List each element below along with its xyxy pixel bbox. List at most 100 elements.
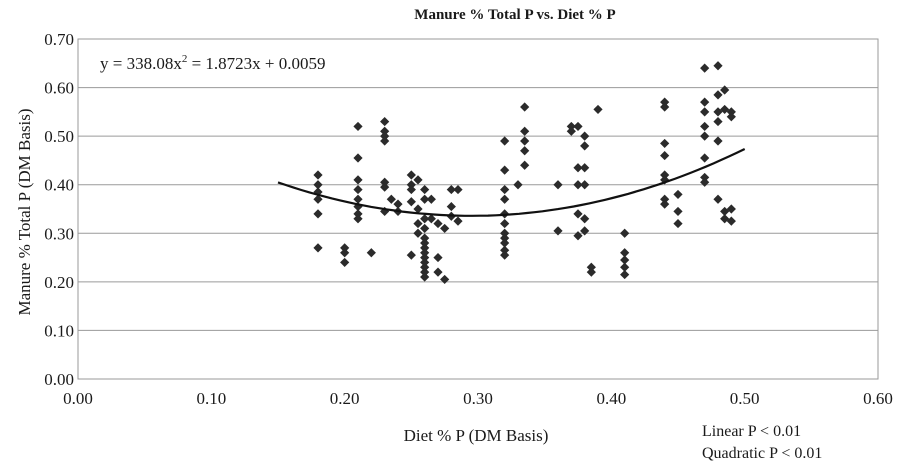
data-point-94	[586, 267, 596, 277]
y-tick-label: 0.30	[44, 224, 74, 243]
data-point-74	[520, 102, 530, 112]
data-point-15	[353, 209, 363, 219]
data-point-5	[313, 243, 323, 253]
data-point-92	[580, 214, 590, 224]
data-points	[313, 61, 736, 285]
data-point-104	[660, 138, 670, 149]
data-point-7	[340, 248, 350, 258]
data-point-124	[713, 116, 723, 127]
data-point-69	[500, 233, 510, 243]
data-point-19	[380, 126, 390, 136]
data-point-12	[353, 184, 363, 195]
data-point-100	[620, 262, 630, 272]
data-point-133	[726, 204, 736, 214]
regression-equation: y = 338.08x2 = 1.8723x + 0.0059	[100, 53, 326, 73]
data-point-55	[440, 223, 450, 234]
data-point-65	[500, 194, 510, 204]
data-point-48	[420, 267, 430, 277]
data-point-39	[420, 214, 430, 224]
gridlines	[78, 87, 878, 331]
data-point-116	[700, 121, 710, 132]
data-point-34	[413, 204, 423, 214]
x-tick-label: 0.00	[63, 389, 93, 408]
data-point-75	[520, 126, 530, 136]
data-point-54	[433, 267, 443, 277]
data-point-90	[580, 163, 590, 173]
data-point-29	[406, 180, 416, 190]
data-point-20	[380, 131, 390, 141]
data-point-38	[420, 194, 430, 204]
data-point-31	[406, 197, 416, 207]
x-axis-label: Diet % P (DM Basis)	[404, 426, 549, 445]
data-point-113	[700, 63, 710, 73]
data-point-49	[420, 272, 430, 282]
y-axis-label: Manure % Total P (DM Basis)	[15, 108, 34, 315]
data-point-33	[413, 175, 423, 185]
data-point-109	[660, 199, 670, 209]
y-tick-label: 0.00	[44, 370, 74, 389]
x-tick-label: 0.60	[863, 389, 893, 408]
y-tick-label: 0.50	[44, 127, 74, 146]
data-point-120	[700, 177, 710, 187]
data-point-114	[700, 97, 710, 107]
y-tick-label: 0.60	[44, 79, 74, 98]
data-point-47	[420, 262, 430, 272]
data-point-32	[406, 250, 416, 260]
data-point-106	[660, 170, 670, 180]
data-point-79	[553, 180, 563, 190]
equation-part-1: y = 338.08x	[100, 54, 182, 73]
data-point-10	[353, 153, 363, 163]
data-point-4	[313, 209, 323, 219]
data-point-44	[420, 248, 430, 258]
data-point-96	[593, 104, 603, 115]
x-tick-label: 0.50	[730, 389, 760, 408]
data-point-93	[580, 226, 590, 236]
y-tick-label: 0.10	[44, 321, 74, 340]
data-point-78	[520, 160, 530, 170]
data-point-13	[353, 194, 363, 204]
data-point-88	[580, 131, 590, 141]
data-point-98	[620, 248, 630, 258]
data-point-91	[580, 180, 590, 190]
data-point-85	[573, 180, 583, 190]
data-point-56	[440, 274, 450, 285]
data-point-71	[500, 245, 510, 255]
data-point-37	[420, 184, 430, 195]
data-point-84	[573, 163, 583, 173]
data-point-87	[573, 231, 583, 241]
data-point-83	[573, 121, 583, 132]
data-point-22	[380, 177, 390, 187]
data-point-95	[586, 262, 596, 272]
chart-title: Manure % Total P vs. Diet % P	[414, 7, 615, 23]
data-point-35	[413, 218, 423, 229]
data-point-1	[313, 180, 323, 190]
data-point-103	[660, 102, 670, 112]
data-point-73	[513, 180, 523, 190]
data-point-111	[673, 206, 683, 217]
data-point-101	[620, 269, 630, 280]
linear-p-value: Linear P < 0.01	[702, 423, 801, 440]
data-point-64	[500, 184, 510, 195]
x-tick-label: 0.20	[330, 389, 360, 408]
data-point-3	[313, 194, 323, 204]
data-point-112	[673, 218, 683, 229]
x-axis-ticks: 0.00 0.10 0.20 0.30 0.40 0.50 0.60	[63, 389, 893, 408]
data-point-99	[620, 255, 630, 265]
x-tick-label: 0.40	[596, 389, 626, 408]
data-point-43	[420, 243, 430, 253]
data-point-28	[406, 170, 416, 180]
data-point-42	[420, 238, 430, 248]
data-point-45	[420, 252, 430, 263]
data-point-117	[700, 131, 710, 141]
data-point-102	[660, 97, 670, 107]
trendline	[277, 148, 746, 217]
data-point-128	[720, 104, 730, 115]
data-point-63	[500, 165, 510, 175]
data-point-9	[353, 121, 363, 132]
data-point-108	[660, 194, 670, 204]
data-point-121	[713, 61, 723, 71]
data-point-105	[660, 150, 670, 161]
y-axis-ticks: 0.00 0.10 0.20 0.30 0.40 0.50 0.60 0.70	[44, 30, 74, 389]
quadratic-p-value: Quadratic P < 0.01	[702, 445, 822, 462]
